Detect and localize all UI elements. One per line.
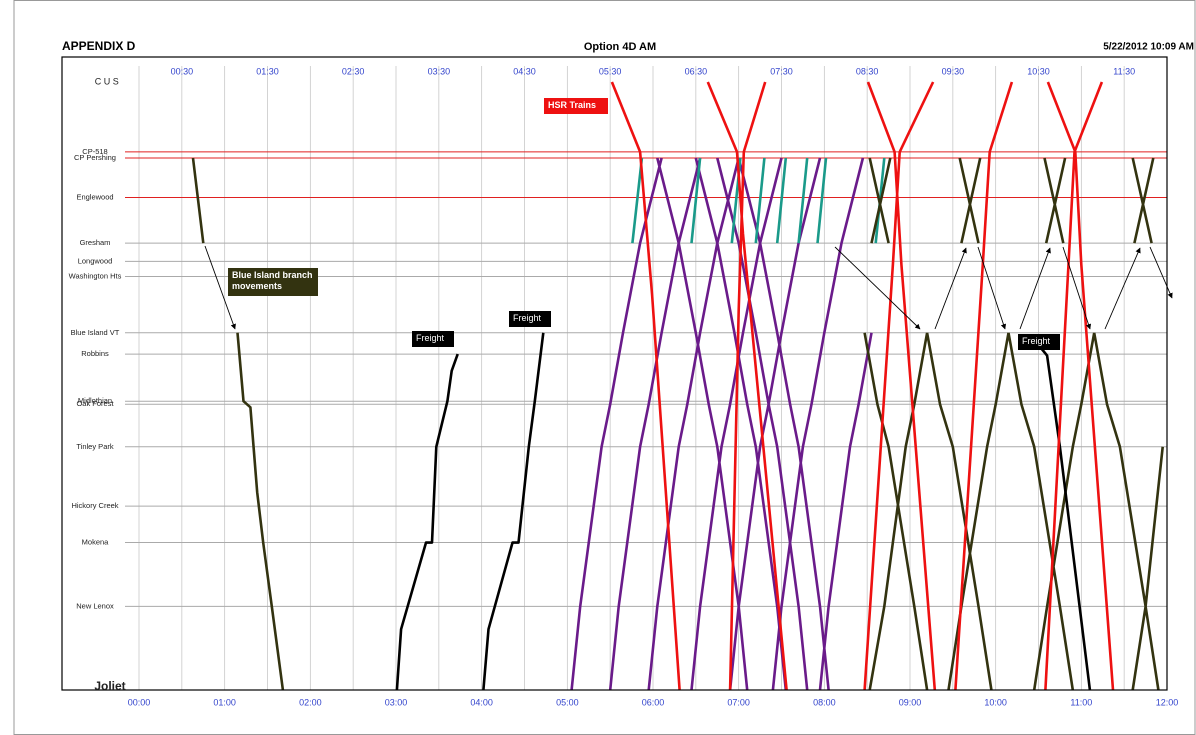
x-tick-label: 05:00 [556, 697, 579, 707]
station-label: CP Pershing [74, 153, 116, 162]
annotation: HSR Trains [544, 98, 608, 114]
x2-tick-label: 11:30 [1113, 66, 1135, 76]
annotation: Freight [412, 331, 454, 347]
station-label: Tinley Park [76, 442, 113, 451]
x2-tick-label: 03:30 [428, 66, 451, 76]
x-tick-label: 00:00 [128, 697, 151, 707]
x-tick-label: 12:00 [1156, 697, 1179, 707]
annotation: Freight [509, 311, 551, 327]
train-path [631, 157, 886, 244]
station-label: Oak Forest [76, 399, 114, 408]
arrow [1062, 246, 1092, 330]
x2-tick-label: 10:30 [1027, 66, 1050, 76]
arrow [1104, 247, 1141, 330]
plot-frame [61, 56, 1168, 691]
station-label: Blue Island VT [71, 328, 120, 337]
station-label: CP-518 [82, 147, 107, 156]
header-left: APPENDIX D [62, 39, 136, 53]
arrow [934, 247, 967, 330]
x-tick-label: 08:00 [813, 697, 836, 707]
arrow [204, 245, 236, 330]
station-label: CUS [95, 76, 122, 86]
x-tick-label: 01:00 [213, 697, 236, 707]
annotation: Freight [1018, 334, 1060, 350]
x-tick-label: 03:00 [385, 697, 408, 707]
train-lines [191, 81, 1164, 691]
x2-tick-label: 01:30 [256, 66, 279, 76]
x-tick-label: 02:00 [299, 697, 322, 707]
x2-tick-label: 05:30 [599, 66, 622, 76]
arrow [977, 246, 1007, 330]
x2-tick-label: 09:30 [942, 66, 965, 76]
x2-tick-label: 07:30 [770, 66, 793, 76]
x2-tick-label: 06:30 [685, 66, 708, 76]
x2-tick-label: 04:30 [513, 66, 536, 76]
station-label: Hickory Creek [71, 501, 118, 510]
station-label: Englewood [76, 193, 113, 202]
x-tick-label: 07:00 [727, 697, 750, 707]
grid [125, 66, 1168, 690]
x-tick-label: 10:00 [984, 697, 1007, 707]
x2-tick-label: 00:30 [171, 66, 194, 76]
x2-tick-label: 02:30 [342, 66, 365, 76]
annotation: Blue Island branch movements [228, 268, 318, 296]
header-right: 5/22/2012 10:09 AM [1103, 42, 1194, 53]
x-tick-label: 11:00 [1070, 697, 1092, 707]
station-label: Mokena [82, 538, 110, 547]
x2-tick-label: 08:30 [856, 66, 879, 76]
train-path [570, 157, 873, 691]
train-path [395, 332, 1092, 691]
train-path [610, 81, 1115, 691]
x-tick-label: 06:00 [642, 697, 665, 707]
station-label: New Lenox [76, 601, 114, 610]
arrow [1149, 246, 1173, 299]
train-path [191, 157, 1164, 691]
x-tick-label: 09:00 [899, 697, 922, 707]
arrow [834, 246, 921, 330]
station-label: Midlothian [78, 396, 112, 405]
station-label: Longwood [78, 256, 113, 265]
arrow [1019, 247, 1051, 330]
station-label: Joliet [94, 679, 125, 693]
movement-arrows [204, 245, 1173, 330]
chart-title: Option 4D AM [584, 41, 656, 53]
station-label: Washington Hts [69, 272, 122, 281]
station-label: Robbins [81, 349, 109, 358]
x-tick-label: 04:00 [470, 697, 493, 707]
station-label: Gresham [80, 238, 111, 247]
